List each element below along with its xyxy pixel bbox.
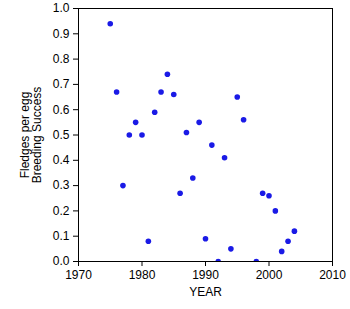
svg-text:YEAR: YEAR: [189, 285, 222, 299]
svg-text:1.0: 1.0: [53, 1, 70, 15]
svg-text:2000: 2000: [256, 268, 283, 282]
svg-text:0.3: 0.3: [53, 178, 70, 192]
svg-text:0.0: 0.0: [53, 254, 70, 268]
svg-text:0.2: 0.2: [53, 204, 70, 218]
svg-text:0.9: 0.9: [53, 27, 70, 41]
svg-text:0.8: 0.8: [53, 52, 70, 66]
svg-text:0.4: 0.4: [53, 153, 70, 167]
svg-text:Fledges per eggBreeding Succes: Fledges per eggBreeding Success: [18, 87, 44, 184]
svg-text:2010: 2010: [319, 268, 346, 282]
svg-text:0.5: 0.5: [53, 128, 70, 142]
svg-text:0.1: 0.1: [53, 229, 70, 243]
svg-text:1970: 1970: [65, 268, 92, 282]
svg-text:0.6: 0.6: [53, 103, 70, 117]
svg-text:1990: 1990: [192, 268, 219, 282]
svg-text:0.7: 0.7: [53, 77, 70, 91]
svg-text:1980: 1980: [129, 268, 156, 282]
